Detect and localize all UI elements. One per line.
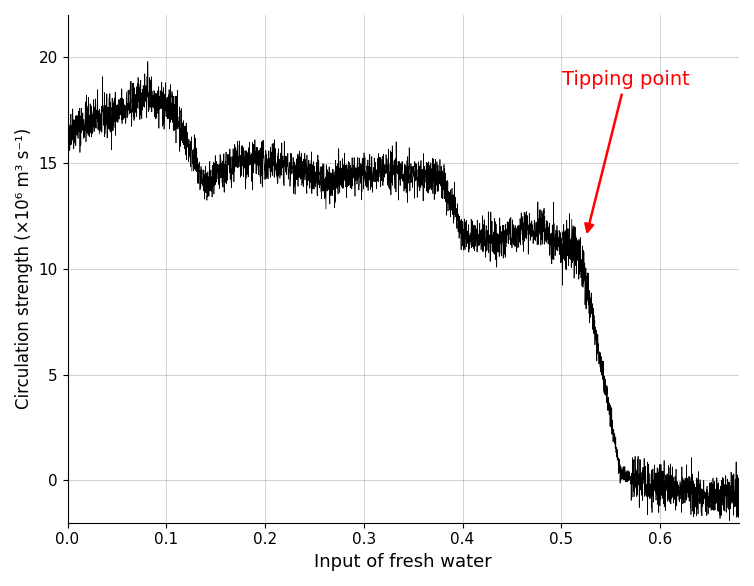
Y-axis label: Circulation strength (×10⁶ m³ s⁻¹): Circulation strength (×10⁶ m³ s⁻¹) xyxy=(15,128,33,410)
X-axis label: Input of fresh water: Input of fresh water xyxy=(314,553,492,571)
Text: Tipping point: Tipping point xyxy=(562,70,689,231)
